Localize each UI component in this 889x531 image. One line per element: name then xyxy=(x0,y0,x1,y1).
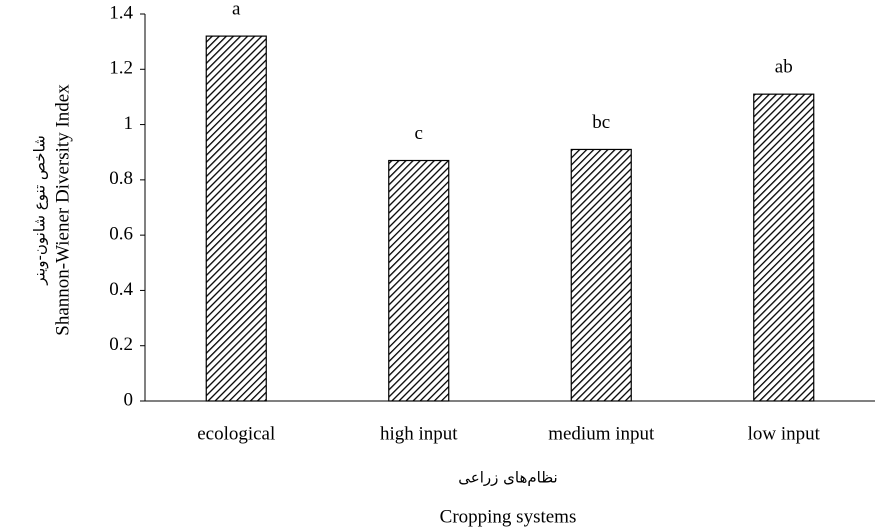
y-tick-label: 0.4 xyxy=(109,279,133,300)
bar xyxy=(205,35,267,402)
x-tick-label: medium input xyxy=(548,423,655,444)
y-tick-label: 1 xyxy=(124,113,134,134)
y-tick-label: 0.6 xyxy=(109,224,133,245)
significance-letter: ab xyxy=(775,57,793,78)
y-tick-label: 1.2 xyxy=(109,58,133,79)
y-tick-label: 0 xyxy=(124,389,134,410)
x-tick-label: low input xyxy=(748,423,821,444)
significance-letter: bc xyxy=(592,112,610,133)
significance-letter: c xyxy=(415,123,423,144)
y-axis-title: Shannon-Wiener Diversity Index xyxy=(52,84,73,336)
x-tick-label: ecological xyxy=(197,423,275,444)
y-tick-label: 0.8 xyxy=(109,168,133,189)
significance-letter: a xyxy=(232,0,241,19)
y-tick-label: 0.2 xyxy=(109,334,133,355)
bar xyxy=(753,93,815,402)
x-axis-title: Cropping systems xyxy=(440,506,577,527)
bar xyxy=(570,148,632,402)
y-axis-title-fa: شاخص تنوع شانون-وینر xyxy=(31,135,49,285)
x-axis-title-fa: نظام‌های زراعی xyxy=(458,469,557,487)
bar xyxy=(388,159,450,402)
y-tick-label: 1.4 xyxy=(109,2,133,23)
x-tick-label: high input xyxy=(380,423,458,444)
